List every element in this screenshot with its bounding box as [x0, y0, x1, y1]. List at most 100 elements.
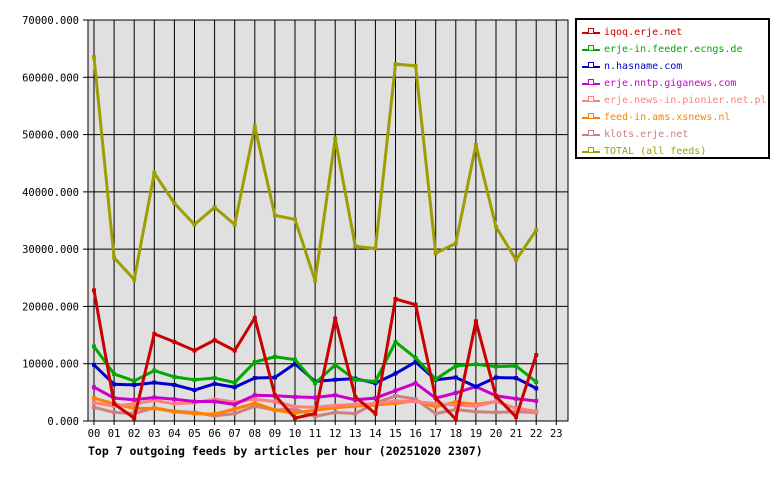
y-tick-label: 30000.000	[22, 244, 79, 256]
y-tick-label: 60000.000	[22, 72, 79, 84]
legend-item: erje-in.feeder.ecngs.de	[582, 41, 768, 58]
x-tick-label: 23	[550, 428, 563, 440]
data-point-marker	[393, 339, 398, 344]
data-point-marker	[152, 331, 157, 336]
data-point-marker	[172, 374, 177, 379]
data-point-marker	[514, 258, 519, 263]
legend-square-marker	[588, 112, 594, 119]
data-point-marker	[293, 361, 297, 366]
legend-square-marker	[588, 78, 594, 85]
legend-line-sample	[582, 44, 600, 51]
data-point-marker	[333, 316, 338, 321]
data-point-marker	[353, 244, 358, 249]
data-point-marker	[132, 378, 137, 383]
legend-line-sample	[582, 27, 600, 34]
x-tick-label: 16	[409, 428, 422, 440]
data-point-marker	[252, 124, 257, 129]
legend-item: klots.erje.net	[582, 126, 768, 143]
legend-line-sample	[582, 61, 600, 68]
data-point-marker	[232, 380, 237, 385]
data-point-marker	[172, 409, 177, 414]
data-point-marker	[413, 63, 418, 68]
x-tick-label: 08	[248, 428, 261, 440]
data-point-marker	[112, 255, 117, 260]
x-tick-label: 04	[168, 428, 181, 440]
data-point-marker	[514, 396, 519, 401]
data-point-marker	[92, 362, 96, 367]
data-point-marker	[393, 371, 398, 376]
data-point-marker	[232, 402, 237, 407]
legend-line-sample	[582, 146, 600, 153]
data-point-marker	[232, 348, 237, 353]
data-point-marker	[192, 411, 197, 416]
data-point-marker	[232, 411, 237, 416]
x-tick-label: 13	[349, 428, 362, 440]
data-point-marker	[112, 372, 117, 377]
data-point-marker	[353, 397, 358, 402]
y-tick-label: 20000.000	[22, 301, 79, 313]
data-point-marker	[313, 381, 318, 386]
data-point-marker	[373, 411, 378, 416]
x-tick-label: 20	[490, 428, 503, 440]
data-point-marker	[313, 278, 318, 283]
legend-item: TOTAL (all feeds)	[582, 143, 768, 160]
data-point-marker	[373, 401, 378, 406]
legend-square-marker	[588, 44, 594, 51]
data-point-marker	[232, 385, 237, 390]
x-tick-label: 12	[329, 428, 342, 440]
data-point-marker	[453, 417, 458, 422]
legend-line-sample	[582, 112, 600, 119]
legend-item: n.hasname.com	[582, 58, 768, 75]
data-point-marker	[534, 380, 539, 385]
data-point-marker	[92, 288, 96, 293]
data-point-marker	[252, 359, 257, 364]
data-point-marker	[534, 228, 539, 233]
data-point-marker	[212, 397, 217, 402]
data-point-marker	[112, 382, 117, 387]
y-tick-label: 0.000	[47, 416, 79, 428]
data-point-marker	[132, 397, 137, 402]
data-point-marker	[393, 398, 398, 403]
data-point-marker	[433, 396, 438, 401]
data-point-marker	[534, 353, 539, 358]
data-point-marker	[293, 406, 297, 411]
x-tick-label: 14	[369, 428, 382, 440]
data-point-marker	[433, 404, 438, 409]
data-point-marker	[152, 406, 157, 411]
x-tick-label: 01	[108, 428, 121, 440]
data-point-marker	[413, 399, 418, 404]
data-point-marker	[393, 401, 398, 406]
data-point-marker	[393, 62, 398, 67]
data-point-marker	[453, 364, 458, 369]
data-point-marker	[293, 217, 297, 222]
data-point-marker	[453, 402, 458, 407]
data-point-marker	[473, 142, 478, 147]
data-point-marker	[132, 401, 137, 406]
data-point-marker	[353, 394, 358, 399]
data-point-marker	[252, 315, 257, 320]
data-point-marker	[112, 401, 117, 406]
data-point-marker	[172, 401, 177, 406]
legend: iqoq.erje.net erje-in.feeder.ecngs.de n.…	[575, 18, 770, 159]
legend-item: feed-in.ams.xsnews.nl	[582, 109, 768, 126]
data-point-marker	[252, 397, 257, 402]
legend-line-sample	[582, 95, 600, 102]
legend-label: erje-in.feeder.ecngs.de	[604, 44, 743, 55]
data-point-marker	[272, 213, 277, 218]
data-point-marker	[494, 364, 498, 369]
data-point-marker	[212, 376, 217, 381]
data-point-marker	[534, 398, 539, 403]
y-tick-label: 50000.000	[22, 130, 79, 142]
legend-item: erje.nntp.giganews.com	[582, 75, 768, 92]
data-point-marker	[152, 380, 157, 385]
data-point-marker	[313, 395, 318, 400]
legend-label: klots.erje.net	[604, 129, 689, 140]
data-point-marker	[393, 296, 398, 301]
data-point-marker	[293, 394, 297, 399]
data-point-marker	[494, 399, 498, 404]
data-point-marker	[373, 379, 378, 384]
data-point-marker	[252, 393, 257, 398]
data-point-marker	[172, 339, 177, 344]
